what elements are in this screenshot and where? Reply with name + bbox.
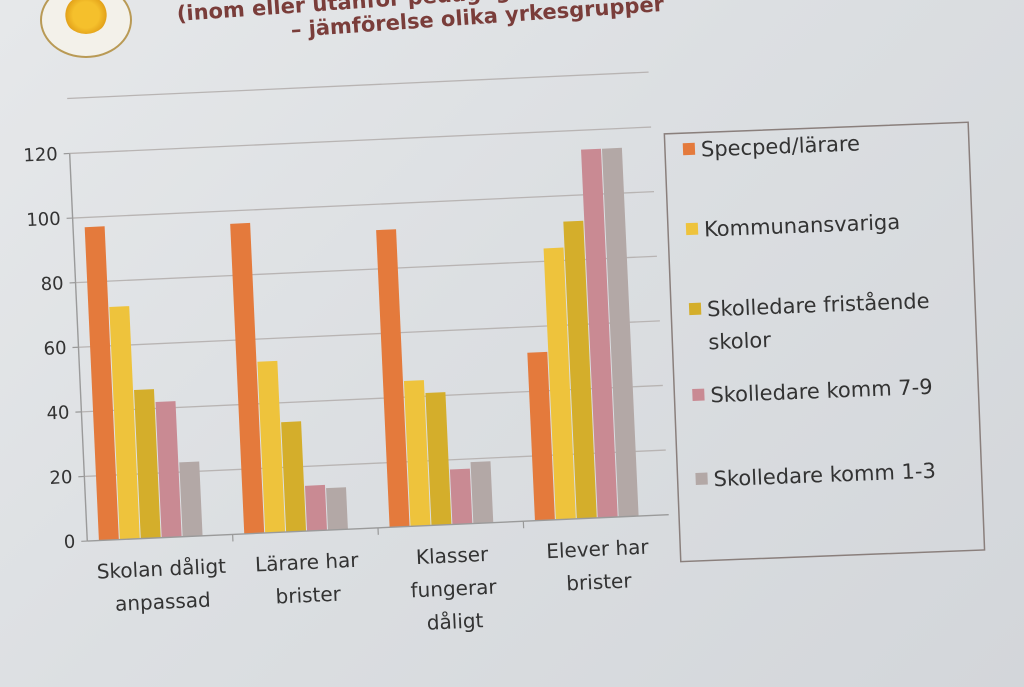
bar-3-1: [134, 389, 161, 539]
bar-2-4: [543, 247, 576, 520]
top-rule: [67, 71, 649, 100]
legend-swatch: [692, 388, 705, 402]
x-category-label: dåligt: [426, 608, 484, 635]
y-tick-label: 100: [26, 209, 61, 232]
legend-label: Specped/lärare: [701, 131, 861, 161]
bars: [84, 147, 639, 541]
legend-frame: [663, 121, 986, 563]
bar-4-4: [581, 148, 618, 518]
x-category-label: Lärare har: [254, 548, 359, 577]
bar-2-2: [257, 360, 286, 533]
legend-label: Skolledare fristående: [707, 288, 930, 322]
legend-swatch: [682, 142, 696, 156]
x-category-label: fungerar: [410, 574, 498, 602]
bar-1-1: [84, 226, 119, 541]
bar-2-3: [403, 380, 431, 527]
bar-5-1: [179, 461, 203, 537]
legend-label: Skolledare komm 7-9: [710, 375, 933, 408]
bar-5-4: [601, 147, 639, 517]
x-category-label: Klasser: [415, 542, 489, 569]
bar-2-1: [109, 306, 140, 540]
bar-4-1: [155, 401, 182, 538]
y-tick-labels: 0 20 40 60 80 100 120: [23, 144, 76, 553]
bar-5-3: [470, 461, 494, 524]
legend-swatch: [695, 472, 708, 485]
bar-4-3: [449, 468, 473, 525]
legend-label: Skolledare komm 1-3: [713, 459, 936, 492]
y-tick-label: 80: [40, 273, 64, 295]
legend-swatch: [685, 222, 699, 236]
legend-swatch: [688, 302, 702, 316]
x-category-label: brister: [275, 582, 342, 609]
bar-1-4: [527, 351, 555, 521]
bar-3-4: [563, 220, 597, 519]
x-category-label: Skolan dåligt: [96, 554, 226, 584]
gridline: [72, 190, 655, 219]
chart-plot: 0 20 40 60 80 100 120 Skolan dåligt anpassad Lär…: [23, 71, 669, 635]
bar-4-2: [304, 484, 327, 532]
bar-3-3: [425, 392, 452, 526]
y-tick-label: 120: [23, 144, 58, 167]
y-tick-label: 40: [46, 402, 70, 424]
gridline: [69, 126, 652, 155]
x-category-labels: Skolan dåligt anpassad Lärare har brister Kl…: [96, 535, 650, 635]
university-seal-logo: [40, 0, 132, 58]
y-tick-label: 60: [43, 338, 67, 360]
sun-emblem-icon: [64, 0, 108, 34]
bar-1-2: [230, 222, 265, 534]
bar-3-2: [281, 421, 307, 533]
y-tick-label: 20: [49, 467, 73, 489]
x-category-label: Elever har: [546, 535, 650, 564]
x-category-label: brister: [566, 568, 633, 595]
legend-label: Kommunansvariga: [704, 210, 901, 242]
axes: [68, 153, 669, 542]
y-tick-label: 0: [63, 532, 75, 553]
bar-5-2: [326, 487, 348, 531]
bar-1-3: [376, 229, 410, 528]
chart-legend: Specped/lärare Kommunansvariga Skolledare …: [663, 121, 986, 563]
legend-items: Specped/lärare Kommunansvariga Skolledare …: [682, 131, 936, 492]
legend-label: skolor: [708, 328, 772, 354]
x-category-label: anpassad: [115, 588, 212, 616]
y-axis-line: [68, 153, 88, 542]
